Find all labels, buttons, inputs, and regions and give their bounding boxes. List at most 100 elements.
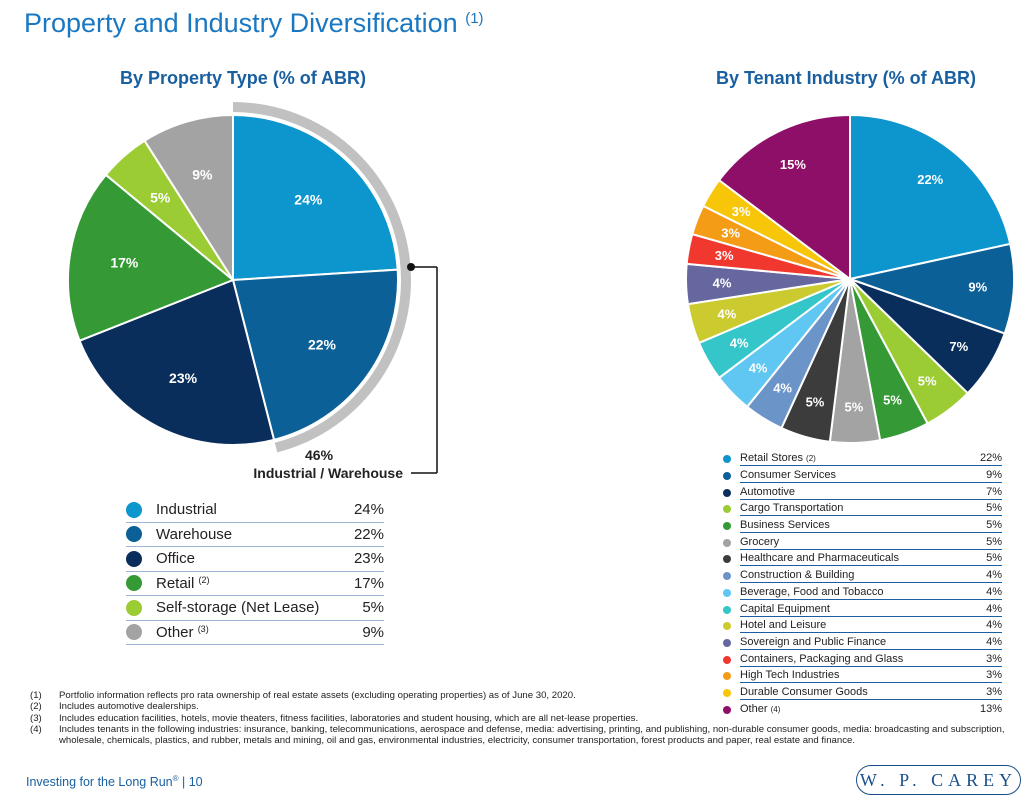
legend-value: 22%: [353, 525, 384, 543]
page-title-text: Property and Industry Diversification: [24, 8, 458, 38]
legend-row: Retail Stores (2) 22%: [723, 451, 1002, 468]
footnotes: (1) Portfolio information reflects pro ra…: [30, 690, 1020, 746]
legend-value: 24%: [353, 501, 384, 519]
pie-slice-label: 5%: [806, 395, 825, 410]
legend-value: 5%: [362, 599, 384, 617]
legend-label: Durable Consumer Goods: [740, 686, 962, 700]
legend-label: Beverage, Food and Tobacco: [740, 586, 962, 600]
pie-slice-label: 9%: [192, 166, 213, 182]
legend-swatch: [723, 672, 731, 681]
legend-label: Industrial: [156, 501, 217, 519]
legend-label: Consumer Services: [740, 469, 962, 484]
charts-canvas: 24% 22% 23% 17% 5% 9% 46% Industrial / Wareho…: [67, 102, 1015, 481]
legend-swatch: [723, 705, 731, 714]
legend-row-self-storage: Self-storage (Net Lease) 5%: [126, 596, 384, 621]
legend-row: Construction & Building 4%: [723, 568, 1002, 585]
page-title: Property and Industry Diversification (1…: [24, 8, 484, 39]
property-type-legend: Industrial 24% Warehouse 22% Office 23% …: [126, 498, 384, 645]
legend-value: 23%: [353, 550, 384, 568]
legend-swatch: [723, 522, 731, 531]
legend-label: Hotel and Leisure: [740, 619, 962, 634]
pie-slice-label: 4%: [773, 380, 792, 395]
legend-value: 3%: [962, 686, 1002, 700]
pie-slice: [849, 113, 1012, 281]
legend-swatch: [723, 572, 731, 581]
legend-swatch: [723, 488, 731, 497]
legend-label: Business Services: [740, 519, 962, 534]
legend-swatch: [723, 588, 731, 597]
legend-value: 5%: [962, 552, 1002, 567]
property-chart-title: By Property Type (% of ABR): [120, 68, 367, 88]
pie-slice-label: 7%: [949, 339, 968, 354]
legend-label: Other (4): [740, 703, 781, 716]
pie-slice-label: 4%: [749, 361, 768, 376]
legend-swatch: [723, 688, 731, 697]
legend-swatch: [723, 605, 731, 614]
legend-row-office: Office 23%: [126, 547, 384, 572]
legend-row: Capital Equipment 4%: [723, 601, 1002, 618]
legend-value: 5%: [962, 536, 1002, 550]
legend-value: 22%: [962, 452, 1002, 467]
legend-label: Construction & Building: [740, 569, 962, 584]
pie-slice: [231, 268, 399, 442]
legend-row: Automotive 7%: [723, 484, 1002, 501]
legend-value: 3%: [962, 669, 1002, 684]
legend-swatch: [723, 638, 731, 647]
industry-chart-title: By Tenant Industry (% of ABR): [716, 68, 976, 88]
legend-row: Other (4) 13%: [723, 701, 1002, 718]
legend-swatch: [126, 550, 142, 567]
company-logo: W. P. CAREY: [856, 765, 1021, 795]
page-title-note: (1): [465, 10, 484, 27]
callout-dot: [407, 263, 415, 271]
pie-slice-label: 17%: [110, 255, 139, 271]
pie-slice-label: 4%: [730, 336, 749, 351]
pie-slice-label: 22%: [917, 172, 943, 187]
pie-slice: [717, 113, 851, 282]
pie-slice-label: 24%: [294, 192, 323, 208]
legend-row-retail: Retail (2) 17%: [126, 572, 384, 596]
legend-label: Other (3): [156, 623, 209, 641]
legend-swatch: [723, 505, 731, 514]
legend-label: Automotive: [740, 486, 962, 500]
legend-label: Self-storage (Net Lease): [156, 599, 320, 617]
legend-label: Office: [156, 550, 195, 568]
legend-value: 4%: [962, 603, 1002, 617]
legend-row: High Tech Industries 3%: [723, 668, 1002, 685]
legend-value: 4%: [962, 586, 1002, 600]
legend-label: Grocery: [740, 536, 962, 550]
legend-row: Cargo Transportation 5%: [723, 501, 1002, 518]
legend-label: Retail Stores (2): [740, 452, 962, 467]
legend-value: 9%: [362, 623, 384, 641]
legend-row: Sovereign and Public Finance 4%: [723, 635, 1002, 652]
legend-swatch: [723, 555, 731, 564]
legend-value: 13%: [979, 703, 1002, 716]
pie-slice-label: 5%: [845, 399, 864, 414]
legend-swatch: [126, 501, 142, 518]
legend-row-warehouse: Warehouse 22%: [126, 523, 384, 547]
legend-row: Grocery 5%: [723, 534, 1002, 551]
legend-value: 4%: [962, 619, 1002, 634]
legend-value: 4%: [962, 569, 1002, 584]
legend-row: Beverage, Food and Tobacco 4%: [723, 585, 1002, 602]
legend-row-industrial: Industrial 24%: [126, 498, 384, 523]
legend-row: Healthcare and Pharmaceuticals 5%: [723, 551, 1002, 568]
legend-row: Containers, Packaging and Glass 3%: [723, 651, 1002, 668]
pie-slice-label: 3%: [715, 248, 734, 263]
footer: Investing for the Long Run® | 10: [26, 774, 203, 790]
legend-value: 9%: [962, 469, 1002, 484]
pie-slice: [846, 242, 1015, 335]
footnote: (4) Includes tenants in the following ind…: [30, 723, 1005, 747]
legend-label: Warehouse: [156, 525, 233, 543]
callout-label: Industrial / Warehouse: [253, 465, 403, 481]
pie-slice: [143, 113, 234, 284]
pie-slice: [232, 113, 399, 282]
legend-value: 5%: [962, 519, 1002, 534]
footnote: (3) Includes education facilities, hotels…: [30, 712, 639, 724]
pie-slice-label: 5%: [883, 392, 902, 407]
legend-swatch: [723, 538, 731, 547]
pie-slice: [78, 278, 276, 446]
pie-slice-label: 4%: [713, 275, 732, 290]
tenant-industry-pie: 22%9%7%5%5%5%5%4%4%4%4%4%3%3%3%15%: [685, 113, 1015, 444]
callout-value: 46%: [305, 447, 334, 463]
pie-slice-label: 9%: [968, 279, 987, 294]
